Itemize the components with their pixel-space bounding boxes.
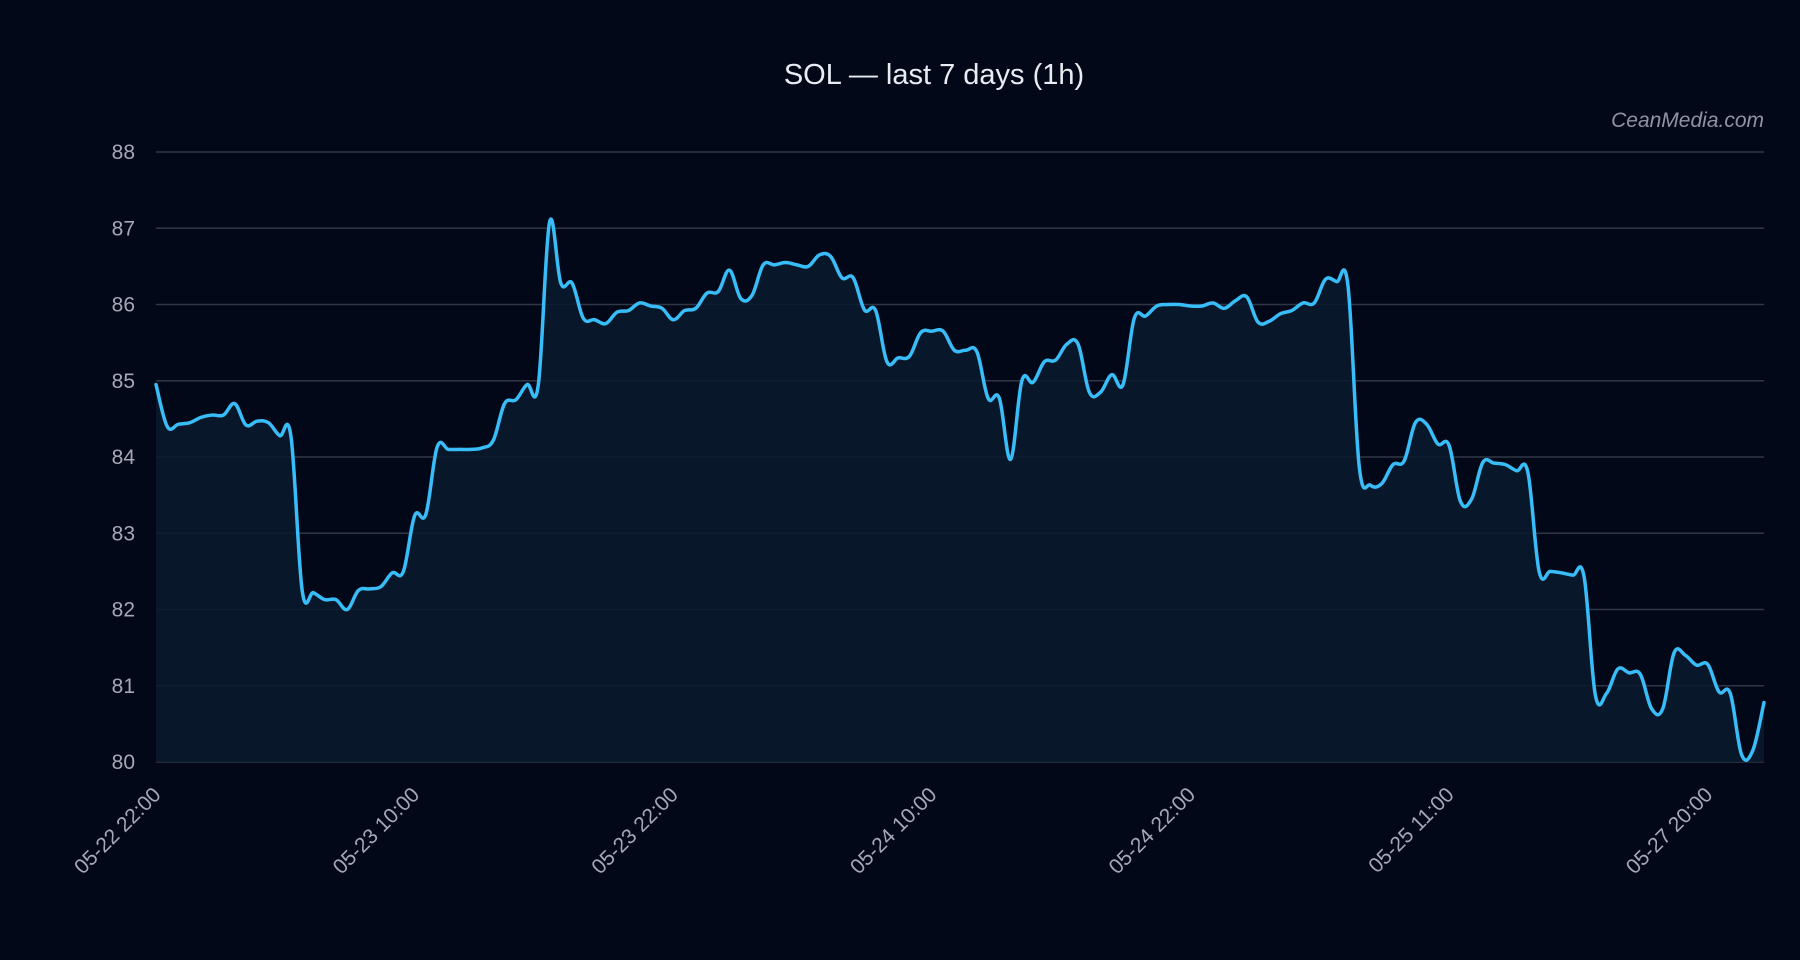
x-axis-ticks: 05-22 22:00 05-23 10:00 05-23 22:00 05-24 1…	[70, 783, 1717, 879]
y-tick-label: 87	[112, 217, 135, 240]
y-tick-label: 84	[112, 446, 136, 469]
y-tick-label: 82	[112, 599, 135, 622]
price-area-fill	[156, 219, 1764, 763]
y-axis-ticks: 80 81 82 83 84 85 86 87 88	[112, 141, 136, 774]
x-tick-label: 05-24 22:00	[1105, 783, 1201, 879]
x-tick-label: 05-27 20:00	[1622, 783, 1718, 879]
watermark-text: CeanMedia.com	[1611, 109, 1764, 132]
y-tick-label: 86	[112, 294, 135, 317]
price-line	[154, 217, 1766, 762]
y-tick-label: 85	[112, 370, 135, 393]
x-tick-label: 05-24 10:00	[846, 783, 942, 879]
x-tick-label: 05-23 22:00	[587, 783, 683, 879]
y-tick-label: 81	[112, 675, 135, 698]
x-tick-label: 05-22 22:00	[70, 783, 166, 879]
y-tick-label: 88	[112, 141, 135, 164]
y-tick-label: 83	[112, 522, 135, 545]
chart-title: SOL — last 7 days (1h)	[784, 59, 1084, 91]
y-tick-label: 80	[112, 751, 135, 774]
x-tick-label: 05-23 10:00	[329, 783, 425, 879]
x-tick-label: 05-25 11:00	[1364, 783, 1458, 877]
